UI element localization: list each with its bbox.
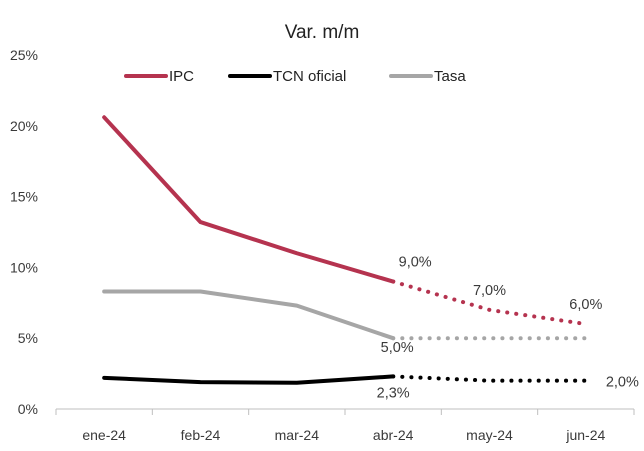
x-tick-label: abr-24 [373,427,414,443]
series-layer [102,115,588,385]
series-projection-tcn-oficial [391,374,588,383]
legend: IPC TCN oficial Tasa [124,68,466,85]
x-axis: ene-24 feb-24 mar-24 abr-24 may-24 jun-24 [55,408,635,443]
x-tick-label: jun-24 [565,427,605,443]
legend-item-tcn-oficial: TCN oficial [228,68,346,85]
y-tick-label: 0% [18,401,38,417]
y-tick-label: 5% [18,330,38,346]
data-label-tcn-oficial: 2,3% [377,385,410,401]
y-axis: 0% 5% 10% 15% 20% 25% [10,47,38,417]
legend-item-tasa: Tasa [389,68,466,85]
legend-label-tasa: Tasa [434,68,466,85]
legend-label-tcn-oficial: TCN oficial [273,68,346,85]
data-labels: 9,0% 7,0% 6,0% 2,3% 2,0% 5,0% [377,255,639,402]
data-label-tcn-oficial: 2,0% [606,375,639,391]
data-label-ipc: 9,0% [399,255,432,271]
x-tick-label: mar-24 [275,427,320,443]
y-tick-label: 20% [10,118,38,134]
legend-label-ipc: IPC [169,68,194,85]
x-tick-label: feb-24 [181,427,221,443]
chart-title: Var. m/m [285,22,360,43]
data-label-ipc: 7,0% [473,283,506,299]
x-tick-label: may-24 [466,427,513,443]
y-tick-label: 10% [10,259,38,275]
series-projection-ipc [391,279,588,327]
series-line-tcn-oficial [102,374,396,385]
legend-item-ipc: IPC [124,68,194,85]
x-tick-label: ene-24 [82,427,126,443]
y-tick-label: 15% [10,189,38,205]
series-line-ipc [102,115,396,284]
data-label-tasa: 5,0% [381,340,414,356]
data-label-ipc: 6,0% [569,297,602,313]
y-tick-label: 25% [10,47,38,63]
series-line-tasa [102,289,396,341]
